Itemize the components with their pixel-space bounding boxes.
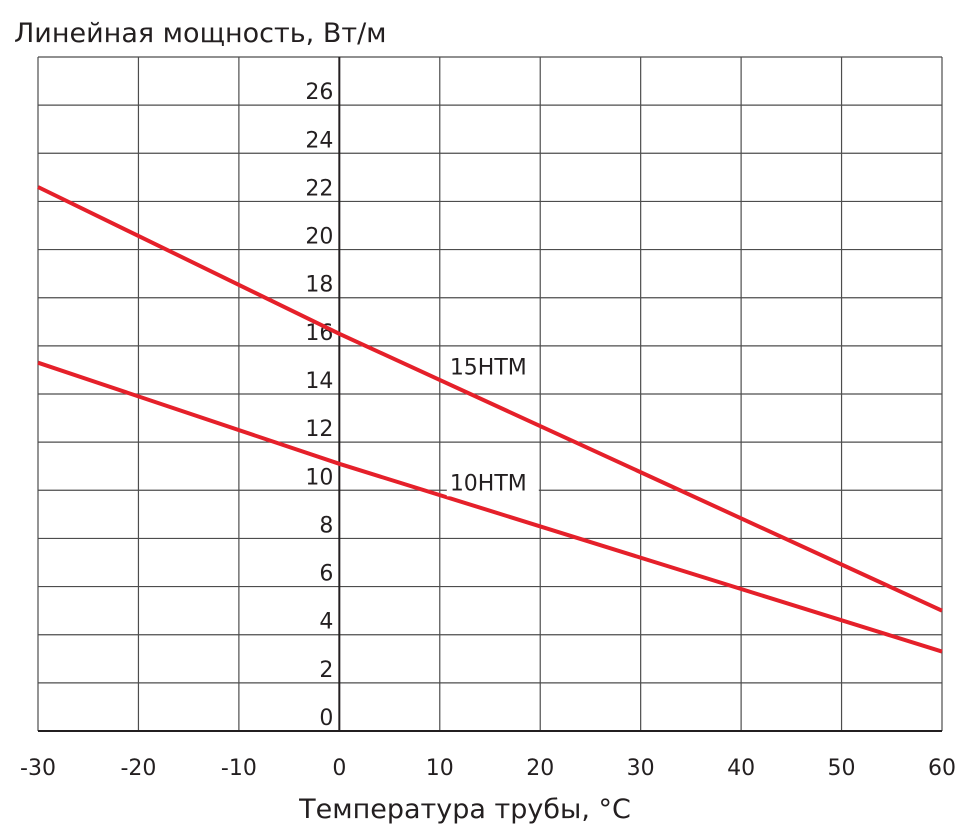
- x-tick-label: 30: [627, 756, 655, 781]
- series-label-bg: [446, 468, 539, 497]
- y-tick-label: 14: [305, 369, 333, 394]
- series-label: 15НТМ: [450, 356, 527, 381]
- y-tick-label: 6: [319, 562, 333, 587]
- x-tick-label: 0: [332, 756, 346, 781]
- x-tick-label: -10: [221, 756, 257, 781]
- y-tick-label: 10: [305, 465, 333, 490]
- y-tick-label: 12: [305, 417, 333, 442]
- y-tick-label: 0: [319, 706, 333, 731]
- grid: [37, 56, 943, 732]
- x-tick-label: -20: [120, 756, 156, 781]
- y-tick-label: 4: [319, 610, 333, 635]
- x-tick-label: 20: [526, 756, 554, 781]
- x-axis-title: Температура трубы, °C: [298, 794, 631, 825]
- y-tick-label: 22: [305, 176, 333, 201]
- y-tick-label: 2: [319, 658, 333, 683]
- series-line: [37, 185, 943, 613]
- x-tick-label: -30: [20, 756, 56, 781]
- y-tick-label: 26: [305, 80, 333, 105]
- axes: [38, 57, 942, 732]
- series-line: [37, 360, 943, 654]
- x-tick-label: 50: [828, 756, 856, 781]
- x-tick-labels: -30 -20 -10 0 10 20 30 40 50 60: [20, 756, 956, 781]
- y-tick-label: 20: [305, 225, 333, 250]
- y-tick-label: 24: [305, 128, 333, 153]
- x-tick-label: 10: [426, 756, 454, 781]
- x-tick-label: 60: [928, 756, 956, 781]
- y-tick-label: 8: [319, 513, 333, 538]
- series-label: 10НТМ: [450, 471, 527, 496]
- x-tick-label: 40: [727, 756, 755, 781]
- y-axis-title: Линейная мощность, Вт/м: [14, 18, 387, 49]
- series-lines: 15НТМ 10НТМ: [37, 185, 943, 654]
- series-label-bg: [446, 352, 539, 381]
- y-tick-label: 18: [305, 273, 333, 298]
